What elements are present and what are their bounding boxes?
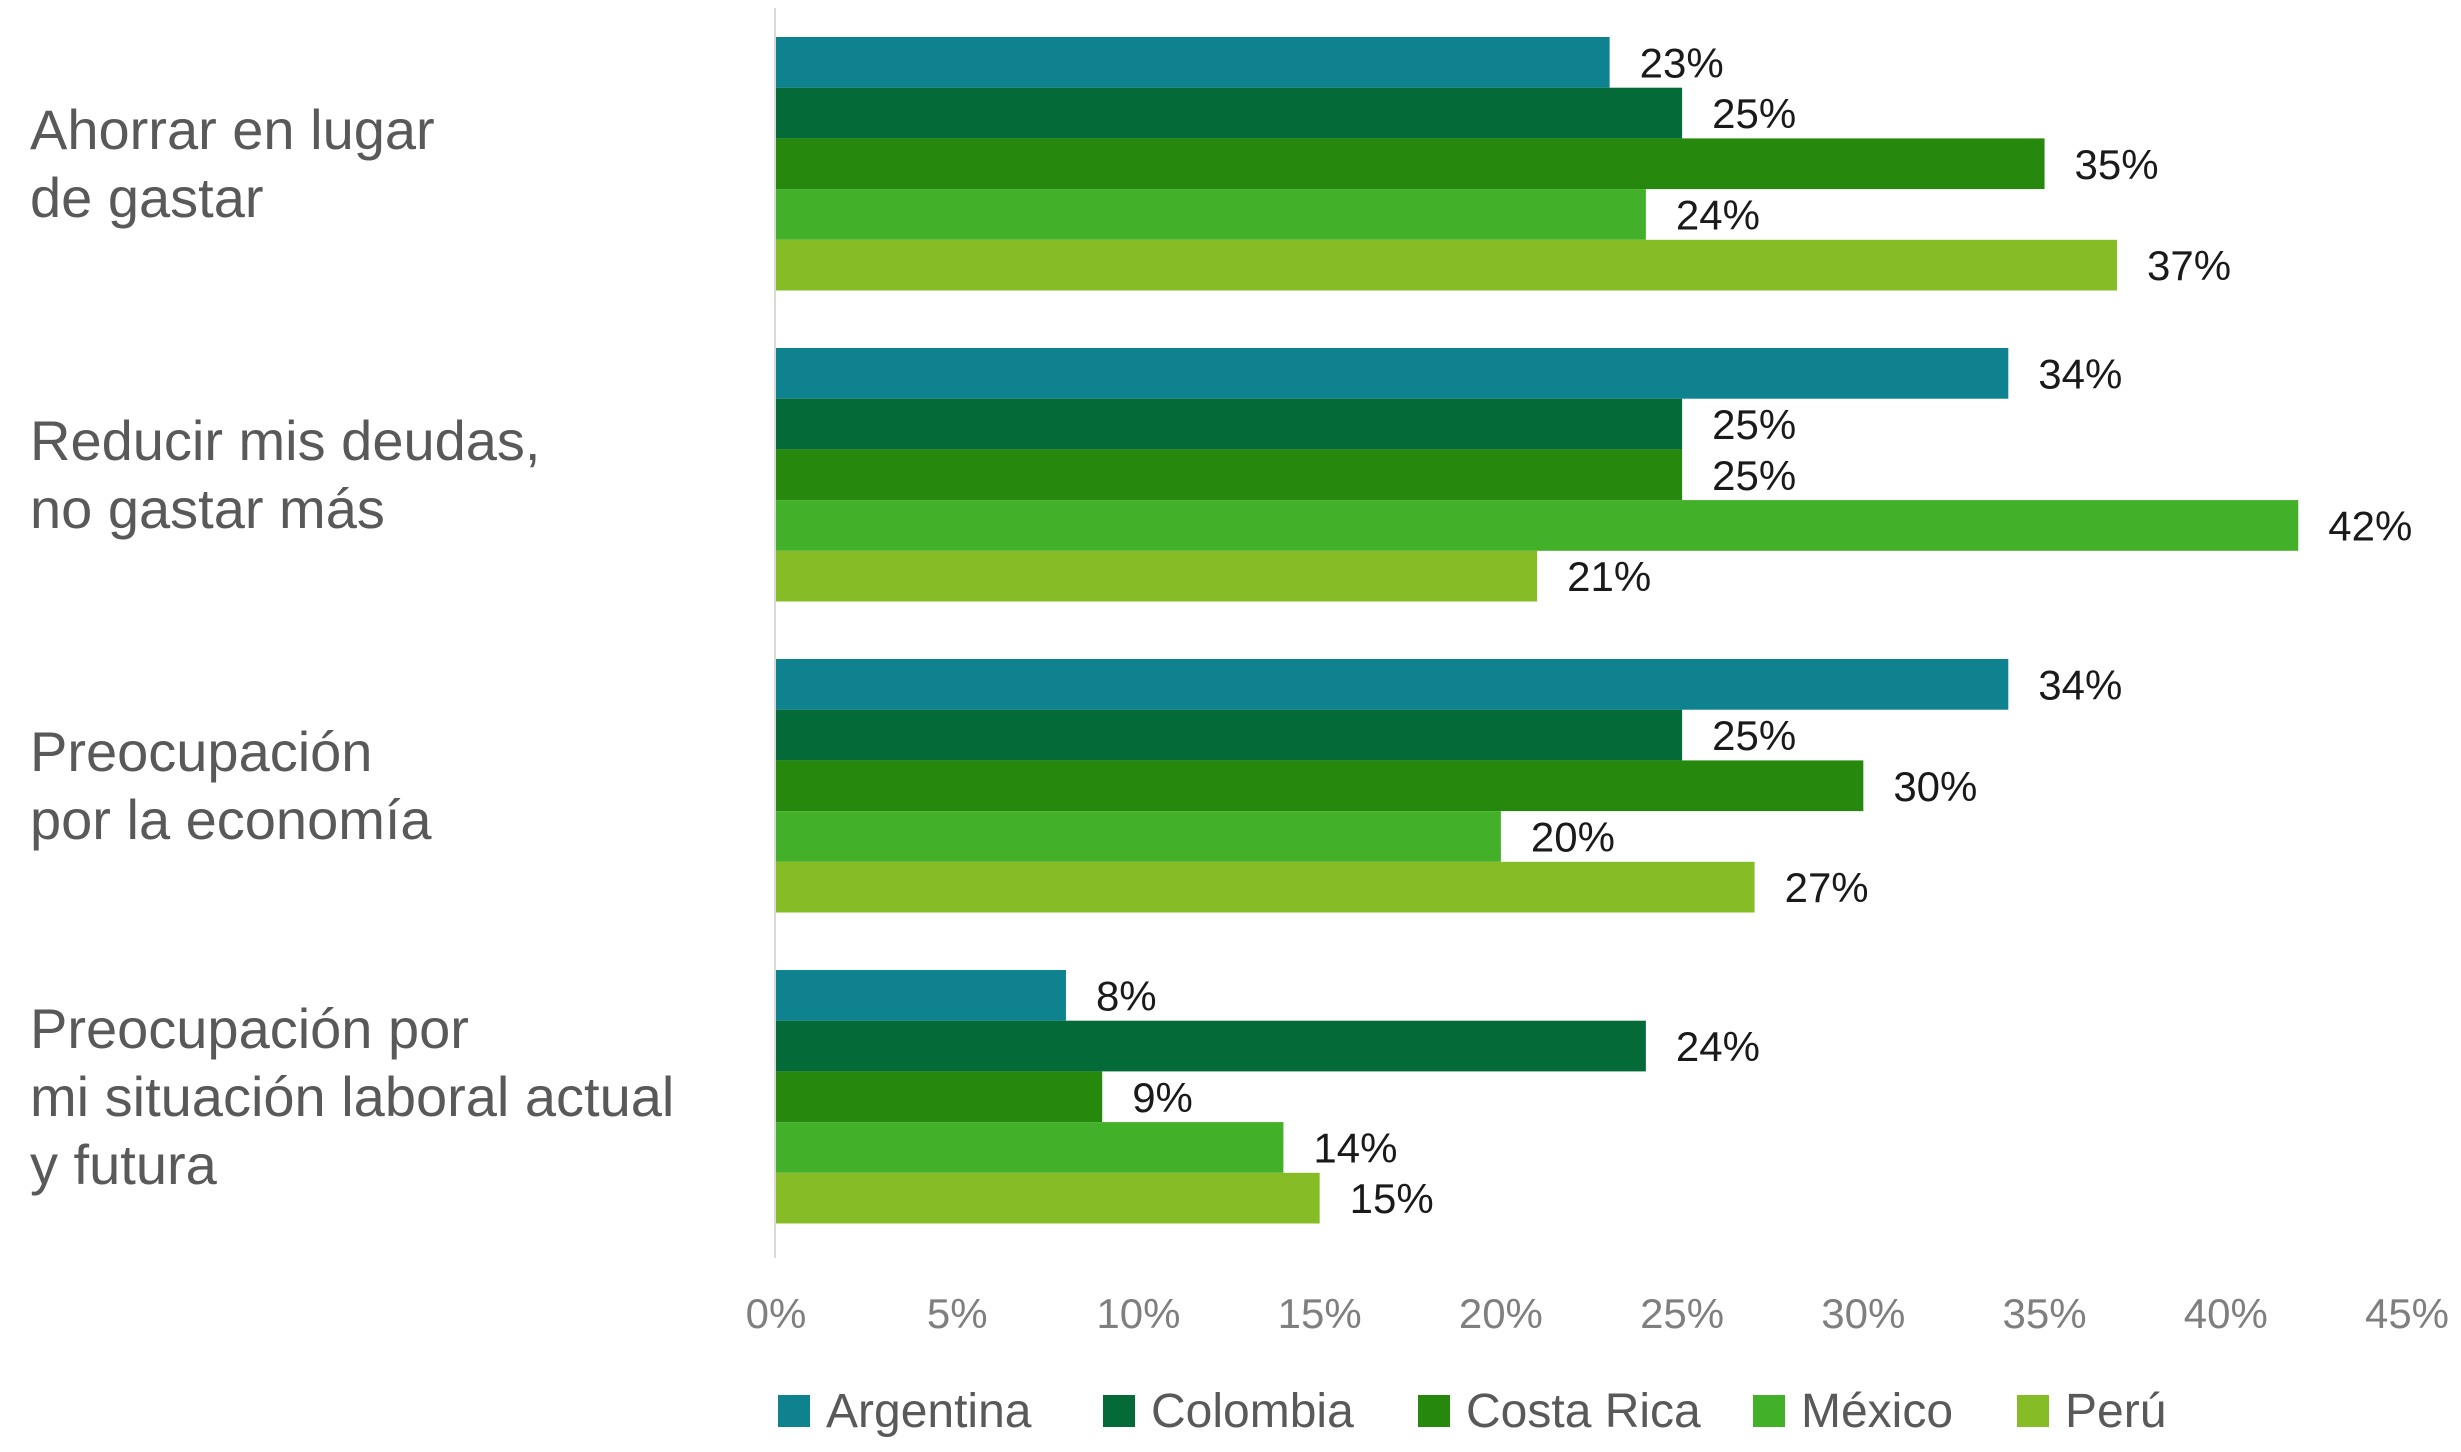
x-tick-labels-group: 0% 5% 10% 15% 20% 25% 30% 35% 40% 45% <box>746 1290 2449 1337</box>
legend-swatch <box>2017 1395 2049 1427</box>
data-label: 34% <box>2038 661 2122 708</box>
data-label: 15% <box>1350 1175 1434 1222</box>
bar-costa-rica <box>776 138 2045 190</box>
bars-group <box>776 37 2299 1224</box>
category-label: mi situación laboral actual <box>30 1065 674 1128</box>
category-label: Preocupación por <box>30 997 469 1060</box>
bar-argentina <box>776 970 1066 1021</box>
bar-argentina <box>776 348 2009 399</box>
data-label: 9% <box>1132 1074 1193 1121</box>
bar-perú <box>776 550 1538 602</box>
data-label: 25% <box>1712 452 1796 499</box>
bar-perú <box>776 861 1755 913</box>
legend-swatch <box>1103 1395 1135 1427</box>
legend: Argentina Colombia Costa Rica México Perú <box>778 1385 2166 1438</box>
category-label: no gastar más <box>30 477 385 540</box>
x-tick-label: 5% <box>927 1290 988 1337</box>
data-label: 35% <box>2075 141 2159 188</box>
category-label: Preocupación <box>30 720 372 783</box>
bar-costa-rica <box>776 449 1683 501</box>
x-tick-label: 45% <box>2365 1290 2449 1337</box>
legend-swatch <box>778 1395 810 1427</box>
data-label: 25% <box>1712 90 1796 137</box>
bar-méxico <box>776 811 1501 862</box>
bar-colombia <box>776 398 1683 450</box>
x-tick-label: 30% <box>1821 1290 1905 1337</box>
bar-méxico <box>776 500 2299 551</box>
bar-perú <box>776 1172 1320 1224</box>
data-label: 34% <box>2038 350 2122 397</box>
bar-colombia <box>776 1020 1646 1072</box>
category-label: por la economía <box>30 788 432 851</box>
x-tick-label: 15% <box>1278 1290 1362 1337</box>
legend-label: Argentina <box>826 1385 1032 1438</box>
data-label: 23% <box>1640 39 1724 86</box>
bar-méxico <box>776 1122 1284 1173</box>
bar-costa-rica <box>776 1071 1103 1123</box>
legend-swatch <box>1418 1395 1450 1427</box>
x-tick-label: 40% <box>2184 1290 2268 1337</box>
data-label: 37% <box>2147 242 2231 289</box>
data-label: 24% <box>1676 191 1760 238</box>
data-label: 42% <box>2328 502 2412 549</box>
bar-argentina <box>776 37 1610 88</box>
bar-perú <box>776 239 2118 291</box>
data-label: 25% <box>1712 401 1796 448</box>
bar-colombia <box>776 87 1683 139</box>
x-tick-label: 25% <box>1640 1290 1724 1337</box>
value-labels-group: 23%25%35%24%37%34%25%25%42%21%34%25%30%2… <box>1096 39 2412 1222</box>
legend-label: México <box>1801 1385 1953 1438</box>
x-tick-label: 20% <box>1459 1290 1543 1337</box>
legend-label: Colombia <box>1151 1385 1354 1438</box>
bar-costa-rica <box>776 760 1864 812</box>
legend-label: Costa Rica <box>1466 1385 1701 1438</box>
data-label: 27% <box>1785 864 1869 911</box>
bar-méxico <box>776 189 1646 240</box>
data-label: 30% <box>1893 763 1977 810</box>
category-label: de gastar <box>30 166 264 229</box>
data-label: 24% <box>1676 1023 1760 1070</box>
category-label: y futura <box>30 1133 218 1196</box>
legend-swatch <box>1753 1395 1785 1427</box>
legend-label: Perú <box>2065 1385 2166 1438</box>
data-label: 8% <box>1096 972 1157 1019</box>
x-tick-label: 10% <box>1096 1290 1180 1337</box>
data-label: 21% <box>1567 553 1651 600</box>
x-tick-label: 35% <box>2003 1290 2087 1337</box>
bar-colombia <box>776 709 1683 761</box>
bar-argentina <box>776 659 2009 710</box>
data-label: 14% <box>1313 1124 1397 1171</box>
data-label: 20% <box>1531 813 1615 860</box>
category-label: Ahorrar en lugar <box>30 98 435 161</box>
category-label: Reducir mis deudas, <box>30 409 540 472</box>
data-label: 25% <box>1712 712 1796 759</box>
x-tick-label: 0% <box>746 1290 807 1337</box>
